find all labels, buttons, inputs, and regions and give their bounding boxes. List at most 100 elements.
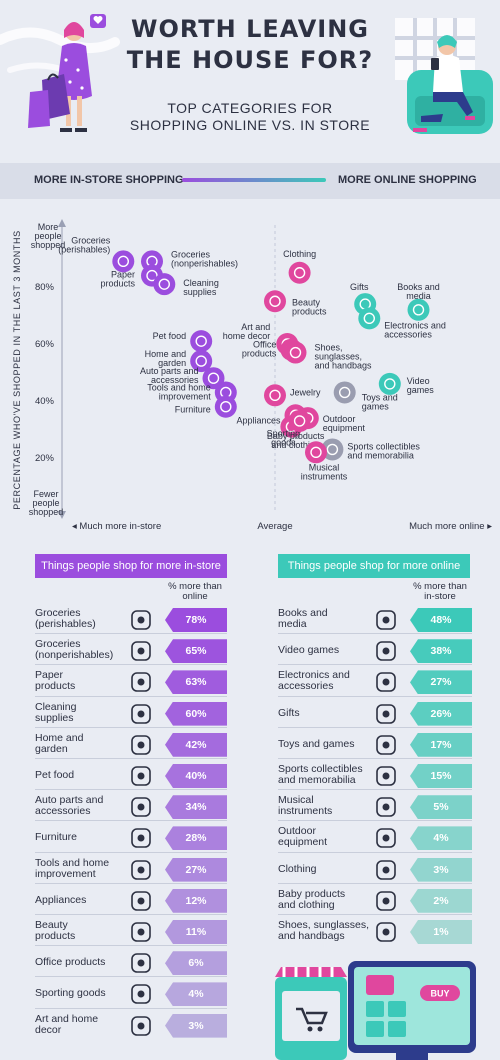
scatter-point-label: Books and xyxy=(397,282,440,292)
point-glyph xyxy=(195,335,207,347)
y-axis-arrow-up xyxy=(58,219,66,227)
instore-row-label-paper-products: Paper xyxy=(35,669,64,682)
microwave-icon xyxy=(131,890,151,911)
row-divider xyxy=(35,882,227,884)
online-row-label-baby-products-and-clothing: Baby products xyxy=(278,887,346,900)
x-left-label: ◂ Much more in-store xyxy=(72,521,161,532)
online-row-label-musical-instruments: instruments xyxy=(278,805,333,818)
online-value-books-and-media: 48% xyxy=(410,608,472,632)
instore-value-cleaning-supplies: 60% xyxy=(165,701,227,726)
scatter-point-label: accessories xyxy=(384,329,432,339)
scatter-point-label: Video xyxy=(407,376,430,386)
instore-row-label-home-and-garden: garden xyxy=(35,742,68,755)
online-row-label-baby-products-and-clothing: and clothing xyxy=(278,898,335,911)
point-glyph xyxy=(384,378,396,390)
instore-row-label-auto-parts-and-accessories: Auto parts and xyxy=(35,794,104,807)
y-bottom-label: Fewer xyxy=(33,489,58,499)
gamepad-icon xyxy=(376,641,396,661)
heel-icon xyxy=(284,341,307,364)
scatter-point-label: Beauty xyxy=(292,297,321,307)
row-divider xyxy=(35,851,227,853)
book-icon xyxy=(407,298,430,321)
row-divider xyxy=(35,758,227,759)
online-row-label-sports-collectibles-and-memorabilia: Sports collectibles xyxy=(278,763,363,775)
scatter-point-label: Home and xyxy=(145,349,187,359)
title-line-1: WORTH LEAVING xyxy=(130,15,369,43)
scatter-point-label: Appliances xyxy=(236,415,281,425)
legend-instore-label: MORE IN-STORE SHOPPING xyxy=(34,174,184,186)
heel-icon xyxy=(376,922,396,942)
title-line-2: THE HOUSE FOR? xyxy=(126,46,374,74)
y-top-label: shopped xyxy=(31,240,66,250)
y-tick-label: 60% xyxy=(35,339,55,350)
laptop-icon xyxy=(376,672,396,693)
row-divider xyxy=(278,726,472,728)
scatter-point-label: Sports collectibles xyxy=(347,441,420,451)
sofa-icon xyxy=(131,828,151,849)
gift-icon xyxy=(376,703,396,724)
instore-value-appliances: 12% xyxy=(165,888,227,913)
pencil-icon xyxy=(131,953,151,973)
online-value-gifts: 26% xyxy=(410,701,472,726)
scatter-point-label: Paper xyxy=(111,270,135,280)
instore-table-title: Things people shop for more in-store xyxy=(35,554,227,578)
drill-icon xyxy=(131,859,151,880)
online-value-outdoor-equipment: 4% xyxy=(410,826,472,851)
point-glyph xyxy=(293,267,306,279)
helmet-icon xyxy=(376,766,396,786)
instore-value-beauty-products: 11% xyxy=(165,920,227,944)
scatter-point-label: Baby products xyxy=(267,431,325,441)
instore-value-auto-parts-and-accessories: 34% xyxy=(165,795,227,820)
wheel-icon xyxy=(131,797,151,817)
scatter-point-label: Furniture xyxy=(175,405,211,415)
row-divider xyxy=(35,695,227,697)
nail-polish-icon xyxy=(264,290,286,313)
couch-illustration xyxy=(395,18,493,134)
row-divider xyxy=(278,914,472,915)
row-divider xyxy=(35,945,227,947)
bear-icon xyxy=(333,381,356,404)
instore-row-label-art-and-home-decor: Art and home xyxy=(35,1012,99,1025)
row-divider xyxy=(35,1007,227,1009)
header: WORTH LEAVING THE HOUSE FOR? TOP CATEGOR… xyxy=(0,0,500,165)
online-row-label-shoes-sunglasses-and-handbags: Shoes, sunglasses, xyxy=(278,919,370,931)
online-row-label-shoes-sunglasses-and-handbags: and handbags xyxy=(278,930,345,942)
scatter-point-label: home decor xyxy=(223,331,271,341)
row-divider xyxy=(278,820,472,822)
online-row-label-books-and-media: Books and xyxy=(278,607,328,619)
shirt-icon xyxy=(376,859,396,880)
instore-row-label-home-and-garden: Home and xyxy=(35,731,84,744)
jar-icon xyxy=(131,641,151,661)
scatter-point-label: supplies xyxy=(183,287,217,297)
paper-roll-icon xyxy=(131,672,151,693)
frame-icon xyxy=(131,1015,151,1036)
instore-value-pet-food: 40% xyxy=(165,764,227,788)
helmet-icon xyxy=(321,438,344,461)
instore-row-label-tools-and-home-improvement: Tools and home xyxy=(35,856,110,869)
instore-row-label-beauty-products: products xyxy=(35,930,76,942)
scatter-point-label: Clothing xyxy=(283,249,316,259)
point-glyph xyxy=(207,372,220,384)
page-title: WORTH LEAVING THE HOUSE FOR? xyxy=(120,14,380,76)
point-glyph xyxy=(195,355,207,367)
scatter-point-shoes-sunglasses-and-handbags: Shoes,sunglasses,and handbags xyxy=(284,341,372,371)
laptop-icon xyxy=(358,307,381,330)
point-glyph xyxy=(117,255,130,268)
y-axis-label: PERCENTAGE WHO'VE SHOPPED IN THE LAST 3 … xyxy=(12,230,22,509)
scatter-point-label: sunglasses, xyxy=(315,352,363,362)
online-value-musical-instruments: 5% xyxy=(410,795,472,820)
birdhouse-icon xyxy=(190,350,213,373)
point-glyph xyxy=(326,443,339,456)
scatter-point-label: Musical xyxy=(309,462,340,472)
apple-icon xyxy=(131,610,151,630)
scatter-point-label: equipment xyxy=(323,423,366,433)
instore-row-label-paper-products: products xyxy=(35,680,76,693)
bear-icon xyxy=(376,734,396,755)
